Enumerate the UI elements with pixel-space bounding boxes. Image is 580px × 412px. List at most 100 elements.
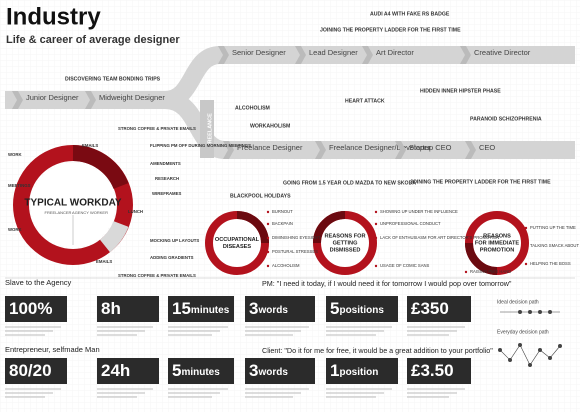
workday-segment xyxy=(99,220,129,253)
stat-box xyxy=(326,358,398,384)
circle-item: PUTTING UP THE TIME xyxy=(530,225,576,230)
stat-number: 24h xyxy=(101,361,130,380)
stat-number: £350 xyxy=(411,299,449,318)
stat-value: 3words xyxy=(249,361,288,380)
item-dot xyxy=(524,226,528,230)
stat-value: 100% xyxy=(9,299,52,318)
freelance-bar xyxy=(200,100,214,158)
branch-label: FREELANCE xyxy=(207,113,213,147)
circle-item: ALCOHOLISM xyxy=(272,263,300,268)
stat-box xyxy=(5,296,67,322)
stat-box xyxy=(97,296,159,322)
career-node: Lead Designer xyxy=(309,48,358,57)
stat-unit: positions xyxy=(339,305,384,316)
stat-box xyxy=(245,358,315,384)
node-arrow xyxy=(218,46,229,64)
node-arrow xyxy=(460,46,471,64)
circle-item: RAISING PM'S HAND xyxy=(470,269,511,274)
freelance-path xyxy=(163,91,575,159)
stat-number: 3 xyxy=(249,361,258,380)
title: Industry xyxy=(6,3,101,30)
stat-number: 5 xyxy=(172,361,181,380)
career-node: Freelance Designer/Developer xyxy=(329,143,431,152)
career-node: Junior Designer xyxy=(26,93,79,102)
workday-activity: FLIPPING PM OFF DURING MORNING MEETINGS xyxy=(150,143,251,148)
career-node: Senior Designer xyxy=(232,48,286,57)
stat-box xyxy=(168,296,234,322)
circle-title: REASONS FOR xyxy=(324,233,365,239)
career-event: BLACKPOOL HOLIDAYS xyxy=(230,193,291,199)
career-event: WORKAHOLISM xyxy=(250,123,290,129)
workday-activity: WIREFRAMES xyxy=(152,191,181,196)
node-arrow xyxy=(12,91,23,109)
node-arrow xyxy=(465,141,476,159)
circle-title: GETTING xyxy=(333,240,358,246)
workday-activity: RESEARCH xyxy=(155,176,179,181)
item-dot xyxy=(266,210,270,214)
node-arrow xyxy=(223,141,234,159)
circle-item: HELPING THE BOSS xyxy=(530,261,571,266)
circle-item: POSTURAL STRESSES xyxy=(272,249,318,254)
stat-unit: position xyxy=(339,367,378,378)
stat-unit: minutes xyxy=(181,367,220,378)
workday-activity: WORK xyxy=(8,152,23,157)
node-arrow xyxy=(85,91,96,109)
career-event: AUDI A4 WITH FAKE RS BADGE xyxy=(370,11,450,17)
career-event: HIDDEN INNER HIPSTER PHASE xyxy=(420,88,501,94)
stat-value: 24h xyxy=(101,361,130,380)
stat-value: £350 xyxy=(411,299,449,318)
item-dot xyxy=(374,236,378,240)
career-event: HEART ATTACK xyxy=(345,98,385,104)
workday-activity: EMAILS xyxy=(82,143,98,148)
stat-box xyxy=(407,358,471,384)
item-dot xyxy=(374,210,378,214)
workday-activity: AMENDMENTS xyxy=(150,161,181,166)
stat-value: 8h xyxy=(101,299,121,318)
stat-value: 15minutes xyxy=(172,299,230,318)
item-dot xyxy=(524,262,528,266)
career-node: Midweight Designer xyxy=(99,93,165,102)
workday-activity: WORK xyxy=(8,227,23,232)
workday-activity: STRONG COFFEE & PRIVATE EMAILS xyxy=(118,126,196,131)
stat-unit: minutes xyxy=(191,305,230,316)
item-dot xyxy=(266,264,270,268)
career-node: CEO xyxy=(479,143,495,152)
section-heading: Slave to the Agency xyxy=(5,278,72,287)
stat-number: 100% xyxy=(9,299,52,318)
decision-label: Ideal decision path xyxy=(497,299,539,305)
stat-value: £3.50 xyxy=(411,361,454,380)
decision-label: Everyday decision path xyxy=(497,329,549,335)
item-dot xyxy=(374,264,378,268)
career-node: Startup CEO xyxy=(409,143,452,152)
stat-number: £3.50 xyxy=(411,361,454,380)
node-arrow xyxy=(315,141,326,159)
workday-label: FREELANCER xyxy=(45,210,72,215)
stat-value: 80/20 xyxy=(9,361,52,380)
career-event: GOING FROM 1.5 YEAR OLD MAZDA TO NEW SKO… xyxy=(283,180,416,186)
workday-center xyxy=(31,163,115,247)
circle-item: UNPROFESSIONAL CONDUCT xyxy=(380,221,441,226)
workday-segment xyxy=(72,145,129,190)
career-node: Freelance Designer xyxy=(237,143,303,152)
section-heading: Entrepreneur, selfmade Man xyxy=(5,345,100,354)
circle-rings xyxy=(205,211,529,275)
career-event: DISCOVERING TEAM BONDING TRIPS xyxy=(65,76,161,82)
stat-box xyxy=(97,358,159,384)
career-event: ALCOHOLISM xyxy=(235,105,270,111)
circle-item: USAGE OF COMIC SANS xyxy=(380,263,430,268)
node-arrow xyxy=(295,46,306,64)
stat-number: 80/20 xyxy=(9,361,52,380)
stat-value: 1position xyxy=(330,361,378,380)
workday-title: TYPICAL WORKDAY xyxy=(24,198,122,209)
workday-activity: MOCKING UP LAYOUTS xyxy=(150,238,199,243)
stat-number: 3 xyxy=(249,299,258,318)
item-dot xyxy=(464,270,468,274)
stat-number: 8h xyxy=(101,299,121,318)
stat-box xyxy=(245,296,315,322)
career-node: Art Director xyxy=(376,48,414,57)
career-event: JOINING THE PROPERTY LADDER FOR THE FIRS… xyxy=(320,27,461,33)
item-dot xyxy=(266,250,270,254)
item-dot xyxy=(266,222,270,226)
item-dot xyxy=(266,236,270,240)
workday-activity: ADDING GRADIENTS xyxy=(150,255,194,260)
